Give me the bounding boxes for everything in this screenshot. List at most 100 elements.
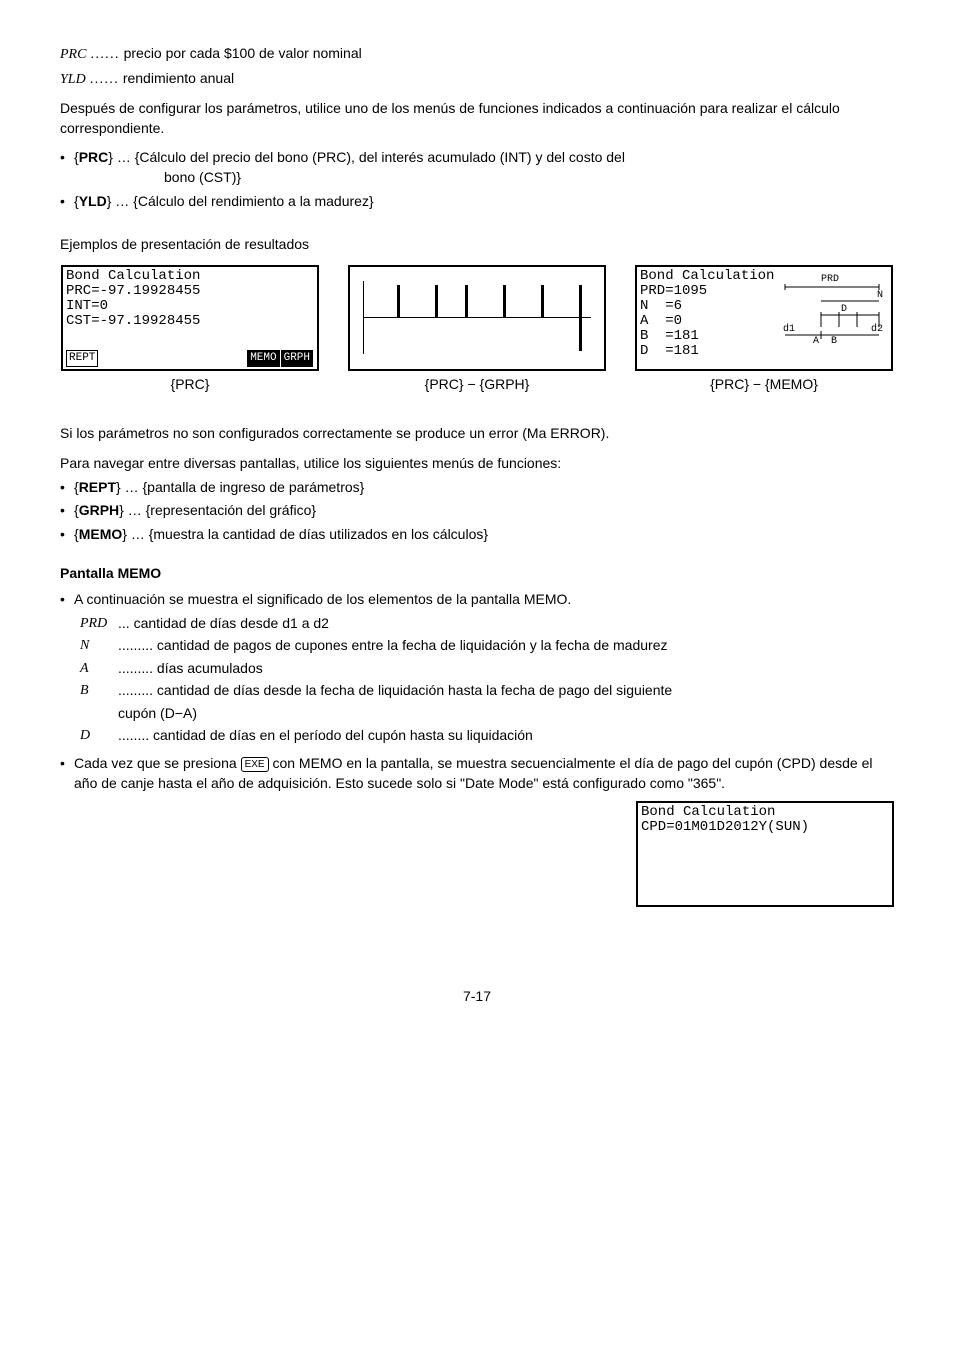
menu-text: {Cálculo del precio del bono (PRC), del … xyxy=(135,149,625,165)
softkey-rept[interactable]: REPT xyxy=(66,350,98,367)
def-yld: YLD ...... rendimiento anual xyxy=(60,69,894,90)
memo-intro-bullet: • A continuación se muestra el significa… xyxy=(60,590,894,610)
memo-def-prd: PRD ... cantidad de días desde d1 a d2 xyxy=(80,614,894,634)
graph-bar xyxy=(397,285,400,317)
bullet-body: {YLD} … {Cálculo del rendimiento a la ma… xyxy=(74,192,374,212)
lcd-line: Bond Calculation xyxy=(66,269,314,284)
chart-label-d: D xyxy=(841,304,847,315)
top-definitions: PRC ...... precio por cada $100 de valor… xyxy=(60,44,894,89)
menu-list-1: • {PRC} … {Cálculo del precio del bono (… xyxy=(60,148,894,211)
chart-label-prd: PRD xyxy=(821,274,839,285)
def-term: YLD xyxy=(60,72,86,87)
intro-paragraph: Después de configurar los parámetros, ut… xyxy=(60,99,894,138)
def-dots: ......... xyxy=(118,681,153,701)
chart-label-d1: d1 xyxy=(783,323,795,335)
menu-list-2: • {REPT} … {pantalla de ingreso de parám… xyxy=(60,478,894,545)
axis-horizontal xyxy=(363,317,591,318)
mini-chart-svg: PRD N D d1 d2 A B xyxy=(781,271,887,345)
menu-item-memo: • {MEMO} … {muestra la cantidad de días … xyxy=(60,525,894,545)
menu-key: REPT xyxy=(79,479,116,495)
lcd-line: A =0 xyxy=(640,314,780,329)
exe-key-icon: EXE xyxy=(241,757,269,772)
memo-left-col: Bond Calculation PRD=1095 N =6 A =0 B =1… xyxy=(640,269,780,359)
graph-bar xyxy=(579,285,582,351)
def-dots: ......... xyxy=(118,636,153,656)
def-text: días acumulados xyxy=(157,659,894,679)
lcd-line: Bond Calculation xyxy=(641,805,889,820)
memo-heading: Pantalla MEMO xyxy=(60,564,894,584)
menu-item-grph: • {GRPH} … {representación del gráfico} xyxy=(60,501,894,521)
def-term: A xyxy=(80,659,118,679)
bullet-body: {REPT} … {pantalla de ingreso de parámet… xyxy=(74,478,364,498)
def-text: cantidad de días en el período del cupón… xyxy=(153,726,894,746)
menu-text: {muestra la cantidad de días utilizados … xyxy=(149,526,488,542)
lcd-line: B =181 xyxy=(640,329,780,344)
screen-memo: Bond Calculation PRD=1095 N =6 A =0 B =1… xyxy=(634,265,894,395)
screen-grph: {PRC} − {GRPH} xyxy=(347,265,607,395)
lcd-line: D =181 xyxy=(640,344,780,359)
menu-key: PRC xyxy=(79,149,109,165)
menu-text: {pantalla de ingreso de parámetros} xyxy=(143,479,365,495)
caption-memo: {PRC} − {MEMO} xyxy=(710,375,818,395)
def-dots: ...... xyxy=(90,70,119,86)
def-dots: ......... xyxy=(118,659,153,679)
bullet: • xyxy=(60,525,74,545)
cpd-text: Cada vez que se presiona EXE con MEMO en… xyxy=(74,754,894,793)
def-term: PRC xyxy=(60,47,86,62)
screen-prc: Bond Calculation PRC=-97.19928455 INT=0 … xyxy=(60,265,320,395)
memo-definitions: PRD ... cantidad de días desde d1 a d2 N… xyxy=(60,614,894,747)
bullet: • xyxy=(60,754,74,793)
memo-mini-chart: PRD N D d1 d2 A B xyxy=(781,271,887,345)
chart-label-d2: d2 xyxy=(871,323,883,335)
lcd-grph xyxy=(348,265,606,371)
def-dots: ...... xyxy=(90,45,119,61)
def-term: B xyxy=(80,681,118,701)
memo-def-n: N ......... cantidad de pagos de cupones… xyxy=(80,636,894,656)
def-dots: ... xyxy=(118,614,130,634)
nav-line: Para navegar entre diversas pantallas, u… xyxy=(60,454,894,474)
menu-text-line2: bono (CST)} xyxy=(164,168,625,188)
menu-item-yld: • {YLD} … {Cálculo del rendimiento a la … xyxy=(60,192,894,212)
def-term: PRD xyxy=(80,614,118,634)
graph-canvas xyxy=(357,275,597,360)
caption-grph: {PRC} − {GRPH} xyxy=(425,375,530,395)
softkey-grph[interactable]: GRPH xyxy=(281,350,313,367)
def-text: precio por cada $100 de valor nominal xyxy=(124,45,362,61)
def-prc: PRC ...... precio por cada $100 de valor… xyxy=(60,44,894,65)
menu-text: {representación del gráfico} xyxy=(146,502,316,518)
page-number: 7-17 xyxy=(60,987,894,1007)
graph-bar xyxy=(465,285,468,317)
lcd-line: CST=-97.19928455 xyxy=(66,314,314,329)
cpd-bullet: • Cada vez que se presiona EXE con MEMO … xyxy=(60,754,894,793)
bullet-body: {GRPH} … {representación del gráfico} xyxy=(74,501,316,521)
lcd-line: Bond Calculation xyxy=(640,269,780,284)
bullet: • xyxy=(60,192,74,212)
graph-bar xyxy=(503,285,506,317)
lcd-prc: Bond Calculation PRC=-97.19928455 INT=0 … xyxy=(61,265,319,371)
bullet-body: {MEMO} … {muestra la cantidad de días ut… xyxy=(74,525,488,545)
menu-text: {Cálculo del rendimiento a la madurez} xyxy=(133,193,373,209)
def-text: cantidad de días desde d1 a d2 xyxy=(134,614,894,634)
graph-bar xyxy=(435,285,438,317)
lcd-line: PRC=-97.19928455 xyxy=(66,284,314,299)
def-dots: ........ xyxy=(118,726,149,746)
softkey-row: REPT MEMO GRPH xyxy=(66,350,314,367)
menu-key: GRPH xyxy=(79,502,119,518)
softkey-memo[interactable]: MEMO xyxy=(247,350,279,367)
bullet: • xyxy=(60,148,74,187)
lcd-line: INT=0 xyxy=(66,299,314,314)
error-line: Si los parámetros no son configurados co… xyxy=(60,424,894,444)
bullet: • xyxy=(60,501,74,521)
caption-prc: {PRC} xyxy=(171,375,210,395)
examples-title: Ejemplos de presentación de resultados xyxy=(60,235,894,255)
menu-item-rept: • {REPT} … {pantalla de ingreso de parám… xyxy=(60,478,894,498)
def-text: cantidad de pagos de cupones entre la fe… xyxy=(157,636,894,656)
memo-def-b-line2: cupón (D−A) xyxy=(118,704,894,724)
def-term: N xyxy=(80,636,118,656)
lcd-line: CPD=01M01D2012Y(SUN) xyxy=(641,820,889,835)
lcd-line: PRD=1095 xyxy=(640,284,780,299)
screens-row: Bond Calculation PRC=-97.19928455 INT=0 … xyxy=(60,265,894,395)
lcd-line: N =6 xyxy=(640,299,780,314)
memo-def-d: D ........ cantidad de días en el períod… xyxy=(80,726,894,746)
graph-bar xyxy=(541,285,544,317)
